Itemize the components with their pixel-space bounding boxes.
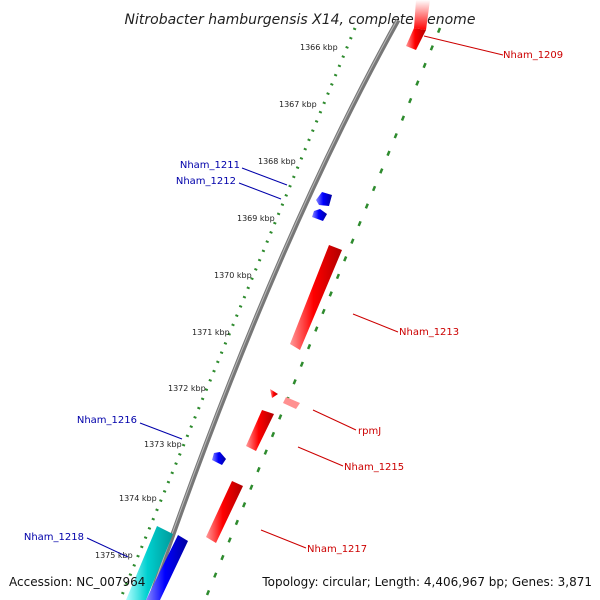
gene-rpmj[interactable] [270, 389, 300, 409]
leader-line [297, 446, 344, 467]
leader-line [139, 422, 183, 440]
tick-label: 1373 kbp [144, 440, 182, 449]
gene-label-nham-1215[interactable]: Nham_1215 [344, 462, 404, 473]
leader-line [86, 537, 129, 558]
gene-nham-1209[interactable] [406, 0, 430, 50]
gene-label-nham-1213[interactable]: Nham_1213 [399, 327, 459, 338]
tick-label: 1367 kbp [279, 100, 317, 109]
tick-label: 1370 kbp [214, 271, 252, 280]
gene-nham-1216[interactable] [212, 452, 226, 465]
leader-line [423, 35, 504, 56]
gene-nham-1215[interactable] [246, 410, 274, 451]
gene-label-nham-1218[interactable]: Nham_1218 [24, 532, 84, 543]
map-title: Nitrobacter hamburgensis X14, complete g… [125, 12, 476, 28]
gene-nham-1217[interactable] [206, 481, 243, 543]
gene-label-nham-1217[interactable]: Nham_1217 [307, 544, 367, 555]
tick-label: 1375 kbp [95, 551, 133, 560]
inner-tick-track [118, 27, 357, 600]
gene-label-nham-1212[interactable]: Nham_1212 [176, 176, 236, 187]
outer-tick-track [203, 27, 442, 600]
tick-label: 1369 kbp [237, 214, 275, 223]
leader-line [241, 167, 288, 186]
leader-line [260, 529, 307, 549]
gene-nham-1218[interactable] [126, 526, 173, 600]
gene-nham-1212[interactable] [312, 209, 327, 221]
gene-label-nham-1216[interactable]: Nham_1216 [77, 415, 137, 426]
gene-blue-strand-lower[interactable] [146, 535, 188, 600]
gene-label-nham-1211[interactable]: Nham_1211 [180, 160, 240, 171]
gene-nham-1211[interactable] [316, 192, 332, 206]
tick-label: 1374 kbp [119, 494, 157, 503]
tick-label: 1371 kbp [192, 328, 230, 337]
leader-line [312, 409, 357, 431]
leader-line [238, 182, 282, 200]
topology-text: Topology: circular; Length: 4,406,967 bp… [261, 575, 592, 589]
gene-label-rpmj[interactable]: rpmJ [358, 426, 381, 437]
genome-backbone [147, 18, 401, 600]
tick-label: 1368 kbp [258, 157, 296, 166]
gene-label-nham-1209[interactable]: Nham_1209 [503, 50, 563, 61]
tick-label: 1372 kbp [168, 384, 206, 393]
leader-line [352, 313, 399, 333]
gene-nham-1213[interactable] [290, 245, 342, 350]
accession-text: Accession: NC_007964 [9, 575, 145, 589]
tick-label: 1366 kbp [300, 43, 338, 52]
